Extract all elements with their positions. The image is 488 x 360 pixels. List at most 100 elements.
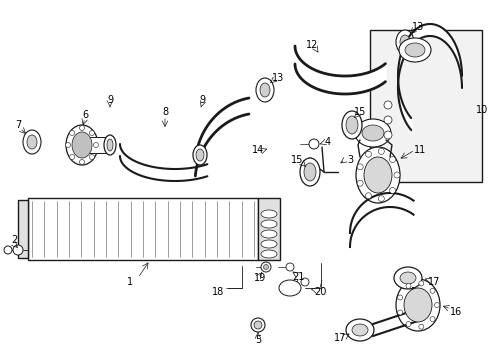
Text: 15: 15 — [353, 107, 366, 117]
Ellipse shape — [363, 157, 391, 193]
Text: 15: 15 — [290, 155, 303, 165]
Text: 16: 16 — [449, 307, 461, 317]
Ellipse shape — [196, 149, 203, 161]
Circle shape — [305, 158, 313, 166]
Bar — [369, 30, 481, 182]
Circle shape — [261, 262, 270, 272]
Ellipse shape — [193, 145, 206, 165]
Ellipse shape — [23, 130, 41, 154]
Text: 8: 8 — [162, 107, 168, 117]
Text: 19: 19 — [253, 273, 265, 283]
Ellipse shape — [104, 135, 116, 155]
Ellipse shape — [66, 125, 98, 165]
Circle shape — [89, 130, 94, 135]
Ellipse shape — [403, 288, 431, 322]
Ellipse shape — [395, 30, 413, 54]
Circle shape — [69, 154, 75, 159]
Circle shape — [285, 263, 293, 271]
Circle shape — [405, 283, 410, 288]
Text: 10: 10 — [475, 105, 487, 115]
Circle shape — [4, 246, 12, 254]
Circle shape — [383, 131, 391, 139]
Text: 9: 9 — [199, 95, 204, 105]
Circle shape — [250, 318, 264, 332]
Ellipse shape — [72, 132, 92, 158]
Ellipse shape — [256, 78, 273, 102]
Ellipse shape — [395, 279, 439, 331]
Ellipse shape — [304, 163, 315, 181]
Circle shape — [405, 321, 410, 327]
Circle shape — [301, 278, 308, 286]
Ellipse shape — [355, 147, 399, 203]
Bar — [28, 198, 258, 260]
Ellipse shape — [279, 280, 301, 296]
Ellipse shape — [261, 250, 276, 258]
Text: 17: 17 — [427, 277, 439, 287]
Circle shape — [378, 195, 384, 202]
Circle shape — [434, 302, 439, 307]
Circle shape — [263, 265, 268, 270]
Circle shape — [383, 101, 391, 109]
Text: 21: 21 — [291, 272, 304, 282]
Ellipse shape — [399, 35, 409, 49]
Circle shape — [80, 159, 84, 165]
Text: 4: 4 — [324, 137, 330, 147]
Circle shape — [378, 148, 384, 154]
Text: 1: 1 — [127, 277, 133, 287]
Circle shape — [89, 154, 94, 159]
Ellipse shape — [398, 38, 430, 62]
Circle shape — [429, 317, 434, 321]
Ellipse shape — [346, 319, 373, 341]
Ellipse shape — [261, 230, 276, 238]
Circle shape — [389, 157, 395, 163]
Text: 11: 11 — [413, 145, 425, 155]
Circle shape — [65, 143, 70, 148]
Text: 7: 7 — [15, 120, 21, 130]
Circle shape — [397, 310, 402, 315]
Circle shape — [253, 321, 262, 329]
Ellipse shape — [107, 139, 113, 151]
Circle shape — [80, 126, 84, 131]
Circle shape — [418, 281, 423, 286]
Bar — [18, 200, 28, 258]
Circle shape — [389, 188, 395, 193]
Text: 5: 5 — [254, 335, 261, 345]
Circle shape — [365, 193, 371, 199]
Bar — [82, 137, 110, 153]
Circle shape — [429, 288, 434, 293]
Text: 20: 20 — [313, 287, 325, 297]
Circle shape — [69, 130, 75, 135]
Circle shape — [13, 245, 23, 255]
Text: 18: 18 — [211, 287, 224, 297]
Ellipse shape — [399, 272, 415, 284]
Text: 3: 3 — [346, 155, 352, 165]
Circle shape — [93, 143, 98, 148]
Circle shape — [393, 172, 399, 178]
Circle shape — [365, 151, 371, 157]
Ellipse shape — [404, 43, 424, 57]
Circle shape — [383, 116, 391, 124]
Circle shape — [356, 180, 363, 186]
Ellipse shape — [346, 116, 357, 134]
Ellipse shape — [299, 158, 319, 186]
Ellipse shape — [393, 267, 421, 289]
Ellipse shape — [351, 324, 367, 336]
Text: 17: 17 — [333, 333, 346, 343]
Ellipse shape — [341, 111, 361, 139]
Bar — [258, 198, 280, 260]
Circle shape — [418, 324, 423, 329]
Ellipse shape — [261, 240, 276, 248]
Text: 2: 2 — [11, 235, 17, 245]
Text: 13: 13 — [271, 73, 284, 83]
Circle shape — [308, 139, 318, 149]
Circle shape — [356, 164, 363, 170]
Circle shape — [397, 295, 402, 300]
Text: 12: 12 — [305, 40, 318, 50]
Ellipse shape — [260, 83, 269, 97]
Text: 14: 14 — [251, 145, 264, 155]
Text: 13: 13 — [411, 22, 423, 32]
Text: 6: 6 — [82, 110, 88, 120]
Ellipse shape — [27, 135, 37, 149]
Ellipse shape — [261, 220, 276, 228]
Text: 9: 9 — [107, 95, 113, 105]
